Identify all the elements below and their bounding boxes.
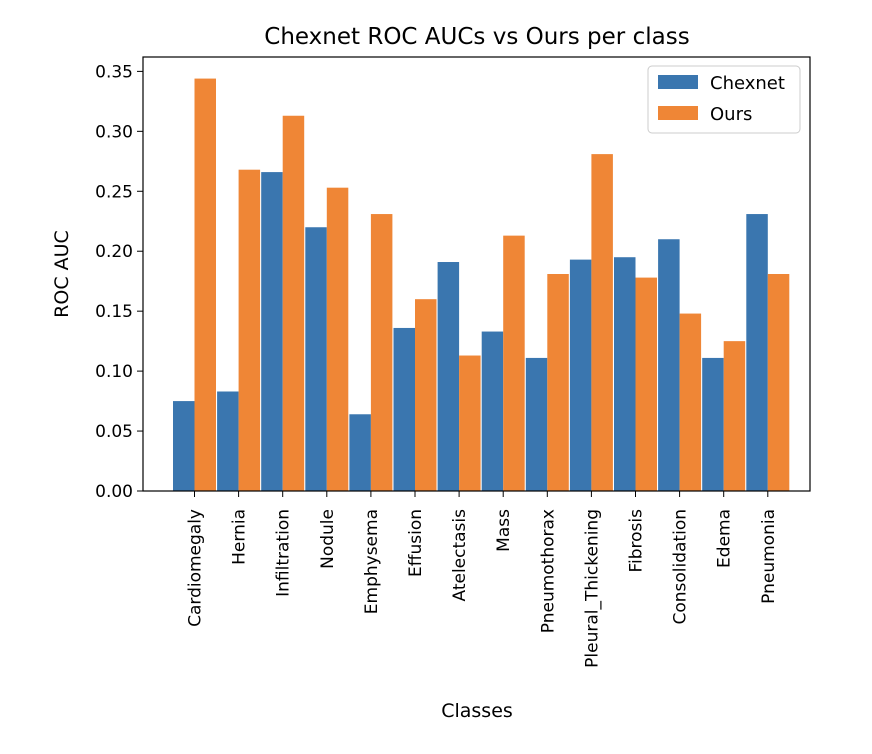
x-axis-ticks: Cardiomegaly Hernia Infiltration Nodule Emph… — [186, 491, 779, 668]
bar-chexnet-pleural-thickening — [569, 259, 592, 491]
x-tick-label-hernia: Hernia — [230, 509, 250, 565]
bar-ours-nodule — [326, 187, 349, 491]
legend-label-chexnet: Chexnet — [710, 73, 785, 94]
x-tick-label-pneumothorax: Pneumothorax — [538, 509, 558, 633]
y-tick-label: 0.25 — [95, 182, 133, 202]
bar-chexnet-hernia — [217, 391, 239, 491]
bar-chexnet-infiltration — [261, 172, 283, 491]
y-tick-label: 0.20 — [95, 242, 133, 262]
bar-ours-pleural-thickening — [591, 154, 613, 491]
bar-ours-pneumothorax — [547, 274, 569, 491]
bar-chexnet-pneumonia — [746, 214, 768, 492]
y-tick-label: 0.30 — [95, 122, 133, 142]
bar-ours-cardiomegaly — [194, 78, 216, 491]
y-axis-label: ROC AUC — [51, 230, 73, 318]
y-tick-label: 0.35 — [95, 62, 133, 82]
y-tick-label: 0.15 — [95, 302, 133, 322]
legend-swatch-chexnet — [658, 75, 698, 89]
x-tick-label-atelectasis: Atelectasis — [450, 509, 470, 602]
legend-swatch-ours — [658, 106, 698, 120]
bar-ours-edema — [723, 341, 746, 491]
bar-ours-fibrosis — [635, 277, 657, 491]
x-tick-label-infiltration: Infiltration — [274, 509, 294, 597]
x-tick-label-effusion: Effusion — [406, 509, 426, 577]
x-tick-label-edema: Edema — [715, 509, 735, 568]
bar-ours-hernia — [238, 169, 261, 491]
bar-ours-consolidation — [679, 313, 702, 491]
bar-chexnet-cardiomegaly — [173, 401, 195, 491]
bar-chexnet-pneumothorax — [525, 357, 548, 491]
bar-ours-effusion — [415, 299, 437, 491]
y-tick-label: 0.05 — [95, 422, 133, 442]
bar-ours-infiltration — [282, 115, 305, 492]
bar-chexnet-edema — [702, 357, 724, 491]
bar-ours-emphysema — [370, 214, 393, 492]
bar-ours-atelectasis — [459, 355, 481, 491]
y-tick-label: 0.10 — [95, 362, 133, 382]
y-axis-ticks: 0.00 0.05 0.10 0.15 0.20 0.25 0.30 0.35 — [95, 62, 143, 502]
bar-chexnet-nodule — [305, 227, 327, 491]
x-tick-label-fibrosis: Fibrosis — [627, 509, 647, 573]
bar-chexnet-effusion — [393, 327, 415, 491]
bars — [173, 78, 790, 492]
bar-ours-pneumonia — [767, 274, 790, 491]
bar-chexnet-consolidation — [658, 239, 680, 491]
bar-chexnet-fibrosis — [614, 257, 636, 491]
y-tick-label: 0.00 — [95, 482, 133, 502]
bar-ours-mass — [503, 235, 525, 491]
bar-chexnet-emphysema — [349, 414, 371, 491]
legend: Chexnet Ours — [647, 65, 801, 134]
x-tick-label-nodule: Nodule — [318, 509, 338, 569]
plot-frame — [142, 56, 811, 492]
x-tick-label-pleural-thickening: Pleural_Thickening — [582, 509, 602, 668]
x-tick-label-mass: Mass — [494, 509, 514, 552]
legend-label-ours: Ours — [710, 104, 752, 125]
x-tick-label-pneumonia: Pneumonia — [759, 509, 779, 604]
bar-chexnet-atelectasis — [437, 262, 460, 491]
x-axis-label: Classes — [441, 700, 513, 722]
x-tick-label-consolidation: Consolidation — [671, 509, 691, 625]
bar-chexnet-mass — [481, 331, 504, 491]
x-tick-label-cardiomegaly: Cardiomegaly — [186, 509, 206, 627]
chart-title: Chexnet ROC AUCs vs Ours per class — [264, 24, 689, 50]
x-tick-label-emphysema: Emphysema — [362, 509, 382, 614]
